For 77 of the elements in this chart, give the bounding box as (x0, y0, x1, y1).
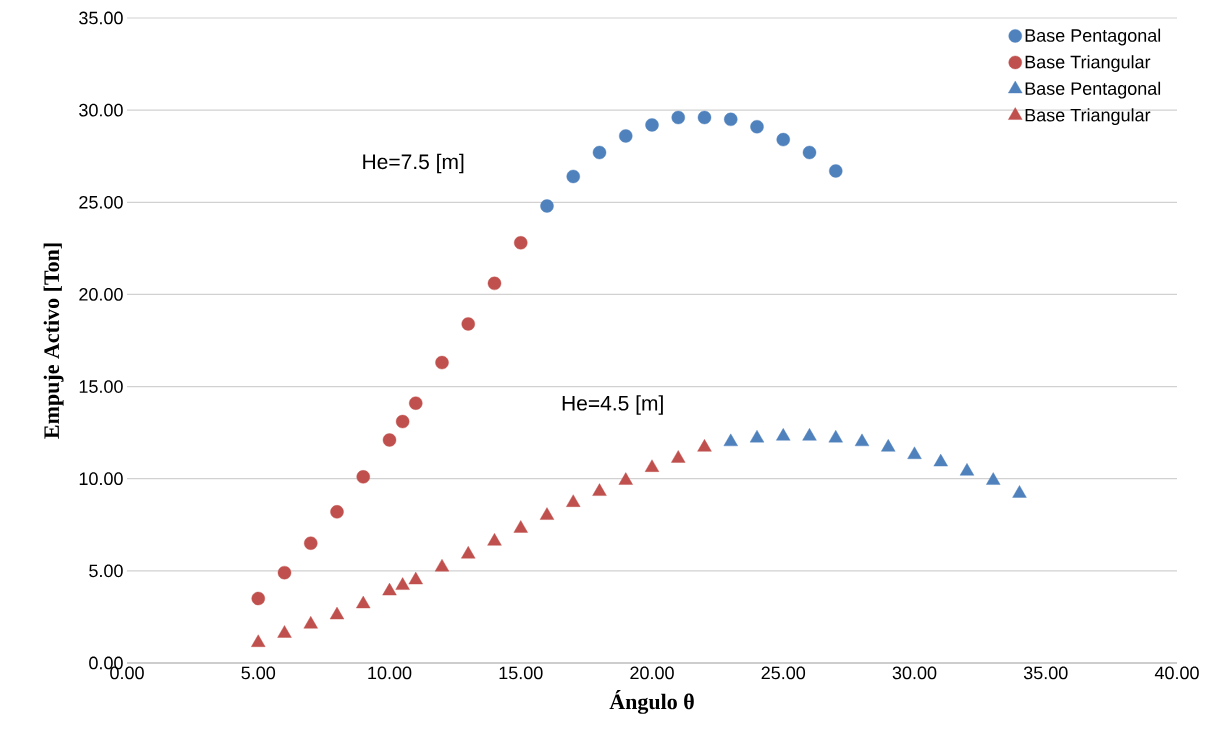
point (619, 129, 633, 143)
point (329, 606, 345, 620)
point (356, 595, 371, 609)
point (303, 616, 318, 629)
point (382, 433, 397, 447)
point (251, 634, 266, 647)
point (513, 520, 528, 533)
point (723, 433, 738, 447)
point (697, 110, 712, 125)
point (408, 571, 423, 585)
y-tick-label: 10.00 (79, 472, 123, 486)
point (671, 450, 686, 463)
x-tick-label: 35.00 (1023, 666, 1068, 680)
point (395, 577, 410, 590)
point (514, 236, 528, 250)
point (907, 446, 922, 459)
point (881, 439, 896, 452)
point (697, 439, 712, 452)
x-tick-label: 10.00 (368, 666, 412, 680)
point (776, 428, 791, 441)
x-tick-label: 30.00 (892, 666, 937, 680)
point (409, 396, 423, 410)
point (645, 118, 659, 132)
point (828, 429, 843, 443)
point (356, 470, 370, 484)
legend-label: Base Pentagonal (1025, 28, 1161, 46)
y-axis-title: Empuje Activo [Ton] (43, 243, 64, 439)
point (304, 536, 318, 550)
point (435, 355, 449, 370)
point (382, 582, 397, 596)
point (986, 472, 1001, 485)
y-tick-label: 30.00 (79, 103, 123, 117)
y-tick-label: 20.00 (79, 288, 123, 301)
x-tick-label: 40.00 (1154, 666, 1199, 680)
point (1012, 485, 1027, 498)
point (618, 472, 633, 485)
point (330, 505, 344, 519)
point (434, 558, 450, 572)
x-tick-label: 25.00 (761, 666, 806, 680)
point (487, 533, 502, 546)
annotation: He=4.5 [m] (562, 395, 663, 415)
point (671, 110, 685, 125)
x-tick-label: 15.00 (499, 666, 543, 680)
x-tick-label: 20.00 (630, 666, 674, 680)
point (802, 145, 817, 160)
legend-label: Base Pentagonal (1025, 81, 1161, 99)
point (829, 164, 843, 178)
point (277, 625, 292, 638)
point (487, 276, 502, 291)
legend-label: Base Triangular (1025, 108, 1151, 126)
point (724, 112, 738, 127)
point (461, 317, 475, 331)
point (854, 433, 870, 447)
point (776, 132, 790, 147)
legend-label: Base Triangular (1025, 55, 1151, 72)
point (933, 453, 948, 467)
point (749, 429, 765, 443)
point (277, 565, 292, 580)
point (592, 145, 607, 160)
point (750, 120, 764, 134)
point (592, 483, 607, 496)
y-tick-label: 35.00 (79, 11, 123, 25)
point (644, 459, 660, 472)
y-tick-label: 25.00 (79, 195, 123, 209)
point (539, 507, 555, 520)
point (566, 494, 581, 507)
point (395, 414, 410, 429)
point (959, 463, 975, 476)
y-tick-label: 15.00 (79, 380, 123, 393)
point (540, 199, 554, 213)
x-tick-label: 5.00 (241, 666, 276, 680)
annotation: He=7.5 [m] (363, 153, 464, 174)
point (566, 169, 580, 184)
y-tick-label: 5.00 (89, 564, 123, 578)
point (461, 546, 476, 559)
point (802, 428, 817, 441)
x-axis-title: Ángulo θ (609, 690, 694, 714)
